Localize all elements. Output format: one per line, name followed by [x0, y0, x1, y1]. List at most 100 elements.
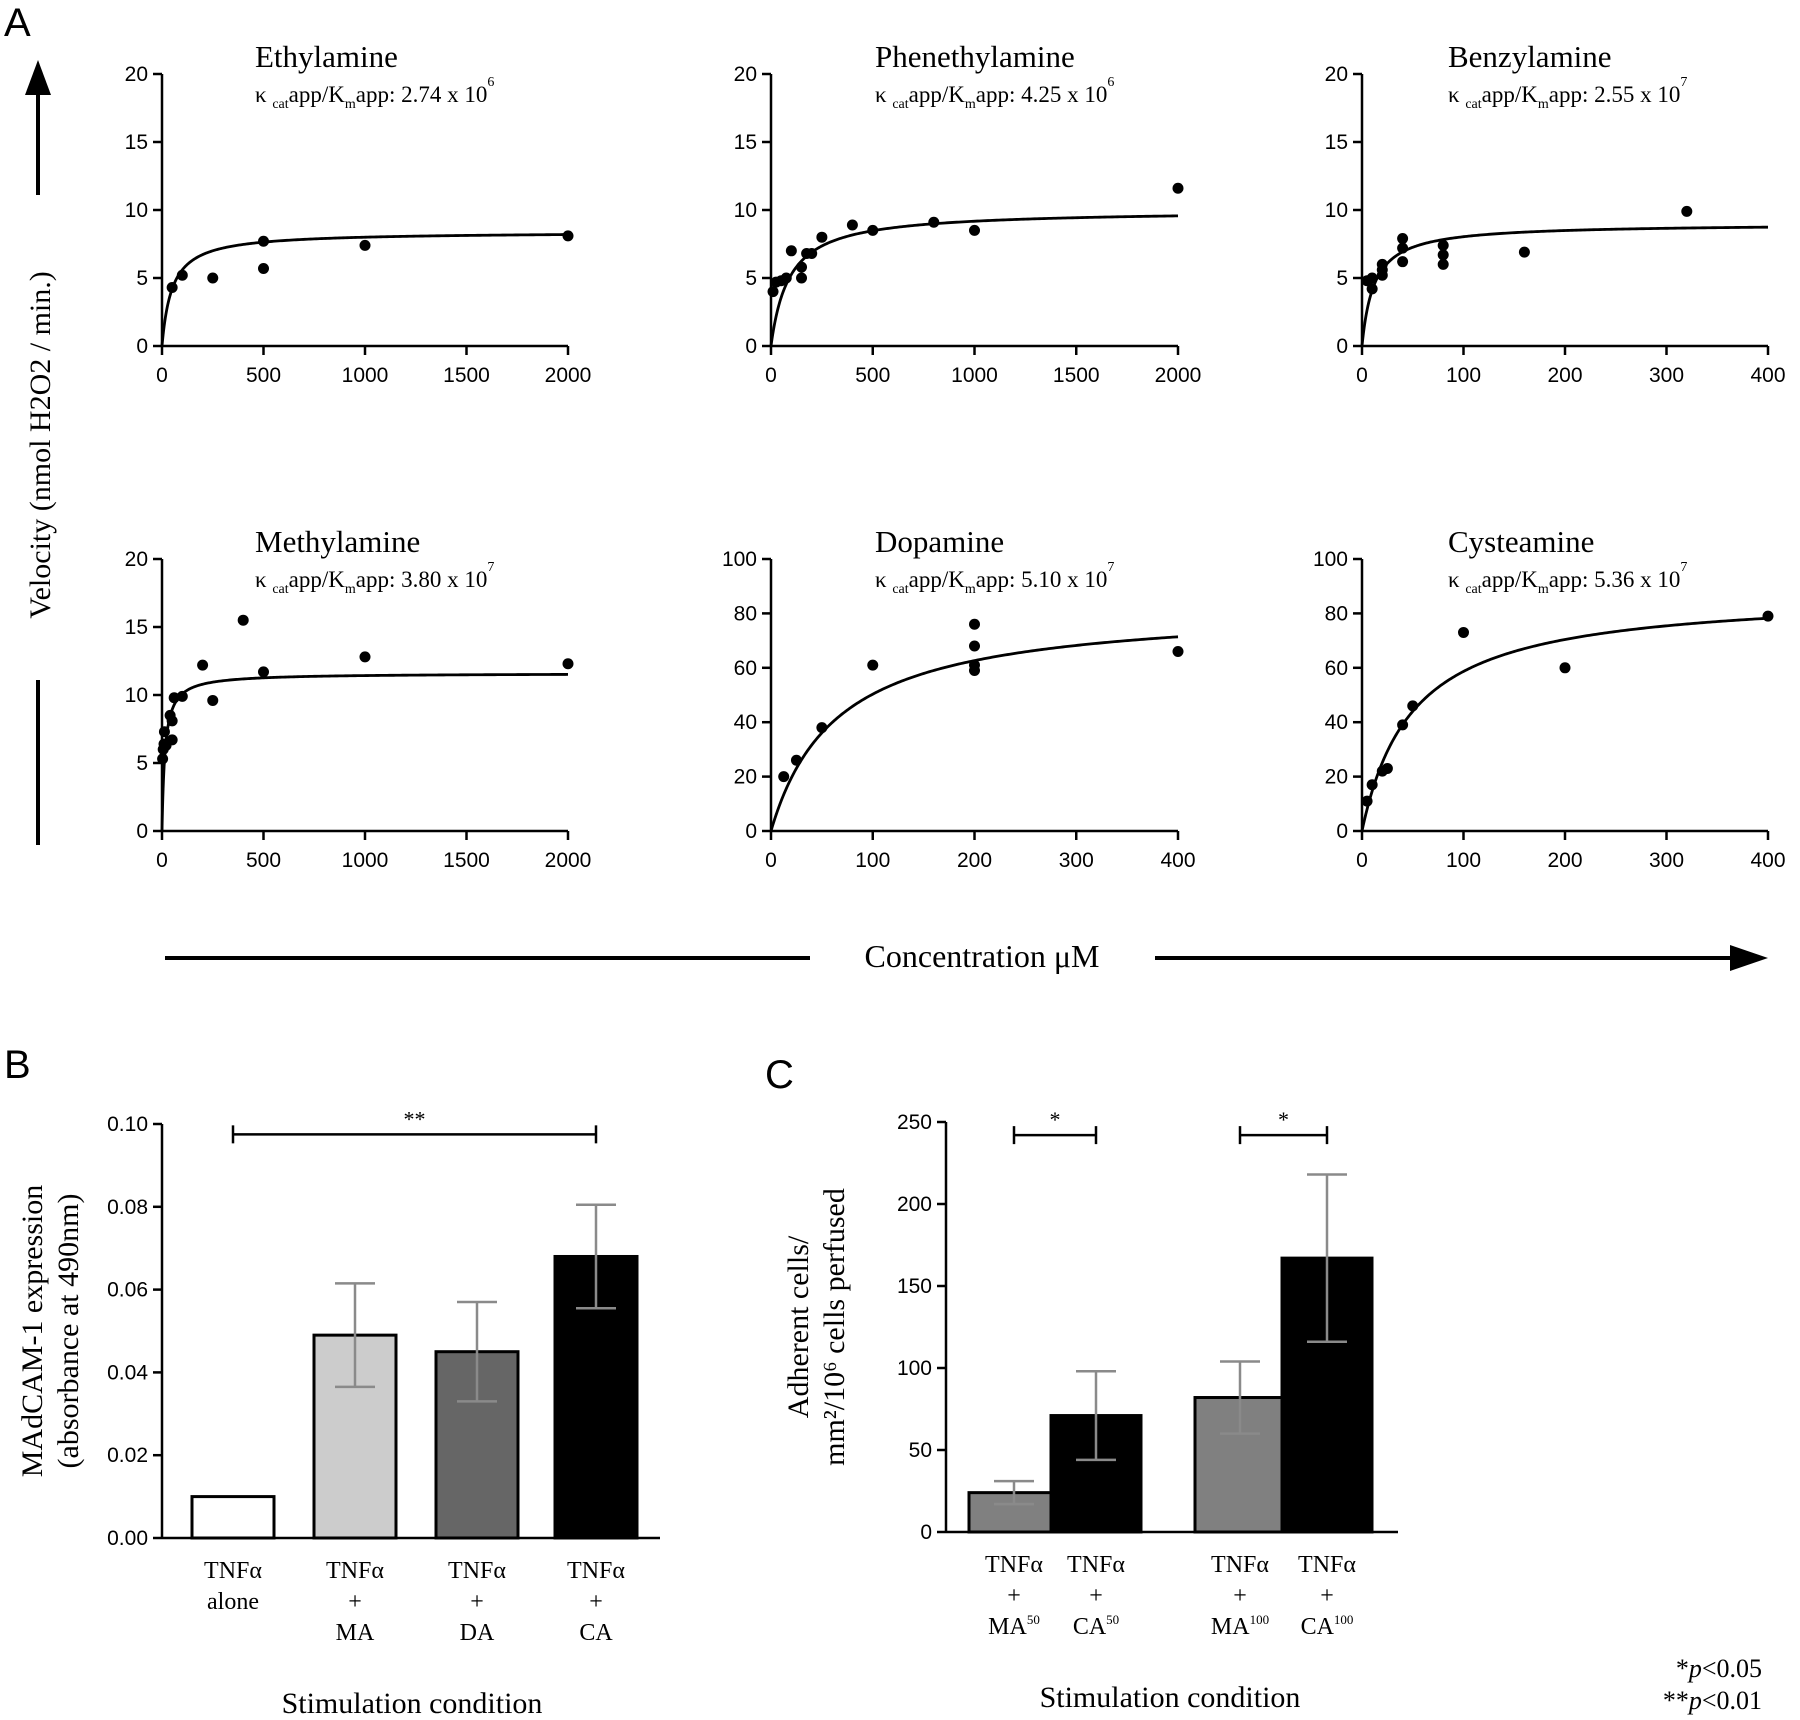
panel-label-a: A	[4, 1, 31, 45]
benzylamine-ratio-part: 7	[1680, 75, 1687, 90]
benzylamine-data-point	[1366, 272, 1378, 284]
methylamine-data-point	[197, 659, 209, 671]
cysteamine-x-tick-label: 400	[1750, 849, 1785, 872]
dopamine-y-tick-label: 0	[745, 820, 757, 843]
methylamine-data-point	[237, 614, 249, 626]
cysteamine-y-tick-label: 20	[1325, 766, 1348, 789]
phenethylamine-y-tick-label: 0	[745, 335, 757, 358]
benzylamine-x-tick-label: 300	[1649, 364, 1684, 387]
methylamine-data-point	[359, 651, 371, 663]
dopamine-ratio-part: app/K	[909, 567, 966, 592]
ethylamine-data-point	[176, 269, 188, 281]
panel-b-x-tick-label: TNFα	[448, 1558, 506, 1584]
benzylamine-data-point	[1376, 258, 1388, 270]
panel-label-c: C	[765, 1053, 794, 1097]
phenethylamine-x-tick-label: 0	[765, 364, 777, 387]
dopamine-data-point	[790, 754, 802, 766]
benzylamine-data-point	[1518, 246, 1530, 258]
dopamine-data-point	[778, 771, 790, 783]
footnote-p01: **p<0.01	[1663, 1686, 1762, 1715]
panel-b-x-tick-label: alone	[207, 1589, 259, 1615]
methylamine-x-tick-label: 1500	[443, 849, 490, 872]
panel-b-x-tick-label: DA	[460, 1620, 495, 1646]
panel-a-x-label: Concentration μM	[865, 938, 1100, 974]
ethylamine-ratio-part: 6	[487, 75, 494, 90]
methylamine-title: Methylamine	[255, 524, 420, 559]
methylamine-x-tick-label: 2000	[545, 849, 592, 872]
benzylamine-ratio-part: app/K	[1482, 82, 1539, 107]
ethylamine-y-tick-label: 15	[125, 131, 148, 154]
methylamine-ratio-part: app/K	[289, 567, 346, 592]
ethylamine-x-tick-label: 1500	[443, 364, 490, 387]
panel-c-x-tick-label: MA100	[1211, 1612, 1269, 1640]
ethylamine-data-point	[166, 282, 178, 294]
phenethylamine-data-point	[928, 216, 940, 228]
panel-b-y-label-line2: (absorbance at 490nm)	[52, 1194, 85, 1469]
cysteamine-ratio-part: app/K	[1482, 567, 1539, 592]
panel-c-x-tick-label: TNFα	[985, 1552, 1043, 1578]
benzylamine-y-tick-label: 10	[1325, 199, 1348, 222]
methylamine-x-tick-label: 0	[156, 849, 168, 872]
panel-b-bar-chart: 0.00 0.02 0.04 0.06 0.08 0.10 TNFα alone TNFα + MA…	[16, 1106, 660, 1720]
cysteamine-x-tick-label: 200	[1547, 849, 1582, 872]
panel-a-y-label-text: Velocity (nmol H2O2 / min.)	[24, 271, 57, 618]
ethylamine-x-tick-label: 1000	[342, 364, 389, 387]
methylamine-data-point	[157, 753, 169, 765]
dopamine-x-tick-label: 300	[1059, 849, 1094, 872]
panel-b-y-label-line1: MAdCAM-1 expression	[16, 1185, 49, 1478]
panel-b-x-tick-label: +	[470, 1589, 484, 1615]
panel-b-bar	[190, 1495, 276, 1540]
ethylamine-x-tick-label: 500	[246, 364, 281, 387]
phenethylamine-data-point	[785, 245, 797, 257]
ethylamine-ratio-part: app/K	[289, 82, 346, 107]
dopamine-data-point	[1172, 645, 1184, 657]
panel-c-x-tick-label-sup: 100	[1250, 1612, 1270, 1627]
panel-b-x-tick-label: TNFα	[567, 1558, 625, 1584]
dopamine-fit-curve	[769, 635, 1179, 832]
phenethylamine-ratio-part: κ	[875, 82, 892, 107]
panel-c-y-tick-label: 50	[909, 1439, 932, 1462]
phenethylamine-x-tick-label: 1500	[1053, 364, 1100, 387]
phenethylamine-kcat-km-ratio: κ catapp/Kmapp: 4.25 x 106	[875, 75, 1114, 112]
ethylamine-x-tick-label: 2000	[545, 364, 592, 387]
ethylamine-data-point	[562, 230, 574, 242]
methylamine-ratio-part: κ	[255, 567, 272, 592]
methylamine-kcat-km-ratio: κ catapp/Kmapp: 3.80 x 107	[255, 560, 494, 597]
panel-a-y-arrow	[25, 60, 51, 845]
panel-a-x-arrow	[165, 945, 1768, 971]
benzylamine-ratio-part: m	[1538, 97, 1549, 112]
cysteamine-ratio-part: app: 5.36 x 10	[1549, 567, 1681, 592]
panel-c-x-tick-label-sup: 100	[1334, 1612, 1354, 1627]
methylamine-data-point	[258, 666, 269, 678]
ethylamine-ratio-part: m	[345, 97, 356, 112]
panel-c-y-tick-label: 0	[920, 1521, 932, 1544]
phenethylamine-y-tick-label: 20	[734, 63, 757, 86]
panel-b-x-label: Stimulation condition	[282, 1687, 543, 1720]
methylamine-ratio-part: m	[345, 582, 356, 597]
footnote-p01-value: <0.01	[1702, 1686, 1762, 1715]
cysteamine-x-tick-label: 0	[1356, 849, 1368, 872]
panel-b-y-tick-label: 0.06	[107, 1279, 148, 1302]
methylamine-data-point	[166, 715, 178, 727]
panel-c-x-tick-label: CA100	[1301, 1612, 1354, 1640]
methylamine-ratio-part: cat	[272, 582, 288, 597]
dopamine-ratio-part: m	[965, 582, 976, 597]
panel-c-x-tick-label: +	[1233, 1583, 1247, 1609]
dopamine-ratio-part: app: 5.10 x 10	[976, 567, 1108, 592]
cysteamine-ratio-part: m	[1538, 582, 1549, 597]
methylamine-y-tick-label: 5	[136, 752, 148, 775]
phenethylamine-title: Phenethylamine	[875, 39, 1075, 74]
cysteamine-y-tick-label: 60	[1325, 657, 1348, 680]
phenethylamine-ratio-part: 6	[1107, 75, 1114, 90]
phenethylamine-ratio-part: m	[965, 97, 976, 112]
ethylamine-y-tick-label: 20	[125, 63, 148, 86]
phenethylamine-data-point	[767, 286, 779, 298]
dopamine-x-tick-label: 100	[855, 849, 890, 872]
cysteamine-fit-curve	[1360, 616, 1769, 832]
phenethylamine-data-point	[780, 272, 792, 284]
methylamine-x-tick-label: 1000	[342, 849, 389, 872]
cysteamine-data-point	[1458, 626, 1469, 638]
methylamine-data-point	[168, 692, 180, 704]
